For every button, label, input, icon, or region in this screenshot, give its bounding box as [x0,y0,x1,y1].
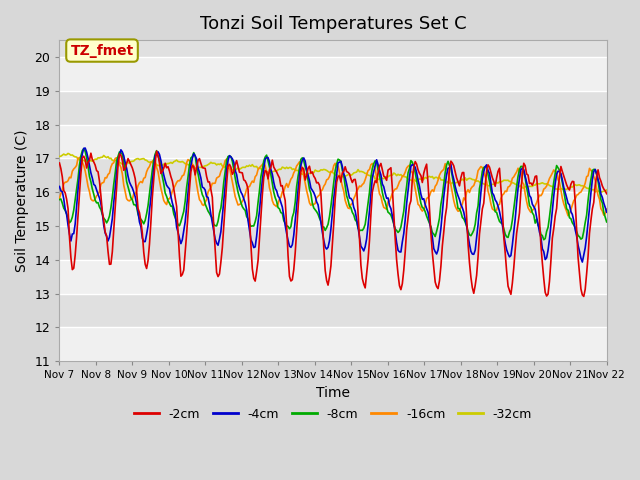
Y-axis label: Soil Temperature (C): Soil Temperature (C) [15,130,29,272]
Bar [60,226,607,260]
Bar [60,23,607,57]
Text: TZ_fmet: TZ_fmet [70,44,134,58]
Legend: -2cm, -4cm, -8cm, -16cm, -32cm: -2cm, -4cm, -8cm, -16cm, -32cm [129,403,537,425]
Bar [60,125,607,158]
Title: Tonzi Soil Temperatures Set C: Tonzi Soil Temperatures Set C [200,15,467,33]
Bar [60,57,607,91]
Bar [60,91,607,125]
X-axis label: Time: Time [316,386,350,400]
Bar [60,158,607,192]
Bar [60,294,607,327]
Bar [60,260,607,294]
Bar [60,327,607,361]
Bar [60,192,607,226]
